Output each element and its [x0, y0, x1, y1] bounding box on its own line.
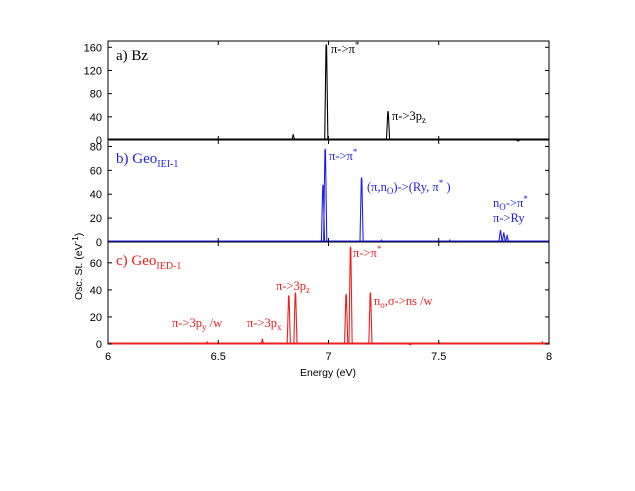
y-axis-title: Osc. St. (eV-1)	[71, 233, 85, 300]
annotation-c-pi-3py: π->3py /w	[172, 316, 222, 332]
panel-a-label: a) Bz	[116, 48, 148, 64]
panel-a-peak-3	[516, 138, 521, 142]
panel-b-peak-7	[504, 234, 510, 243]
panel-b-ytick-label-2: 40	[90, 189, 102, 201]
panel-c-ytick-label-2: 40	[90, 285, 102, 297]
panel-b-peak-1	[323, 148, 328, 243]
panel-b-peak-5	[498, 229, 503, 243]
panel-b-ytick-label-1: 20	[90, 213, 102, 225]
panel-b-ytick-label-0: 0	[96, 237, 102, 249]
panel-c-ytick-label-0: 0	[96, 339, 102, 351]
annotation-c-pi-3pz: π->3pz	[276, 279, 310, 295]
x-axis-title: Energy (eV)	[300, 367, 356, 379]
panel-c-peak-3	[293, 292, 298, 345]
panel-c-peak-2	[286, 295, 291, 345]
annotation-a-pi-3pz: π->3pz	[392, 109, 426, 125]
panel-c-peak-8	[540, 341, 545, 345]
panel-a-peak-2	[385, 110, 391, 141]
panel-a-ytick-label-4: 160	[84, 42, 102, 54]
annotation-a-pi-pistar: π->π*	[331, 40, 360, 56]
panel-a-ytick-label-0: 0	[96, 135, 102, 147]
panel-b-peak-6	[501, 232, 506, 243]
annotation-b-no-pistar: nO->π*	[493, 194, 528, 212]
x-tick-label-1: 6.5	[211, 351, 226, 363]
panel-c-ytick-label-1: 20	[90, 312, 102, 324]
panel-c-peak-1	[260, 338, 265, 345]
panel-c-peak-5	[348, 246, 353, 345]
panel-a-ytick-label-1: 40	[90, 112, 102, 124]
panel-b-ytick-label-3: 60	[90, 165, 102, 177]
panel-b-label: b) GeoIEI-1	[116, 151, 178, 170]
panel-a-ytick-label-3: 120	[84, 65, 102, 77]
panel-b-peak-2	[359, 177, 364, 243]
panel-c-peak-6	[368, 292, 373, 345]
annotation-c-no-sigma-ns: no,σ->ns /w	[374, 294, 433, 310]
x-tick-label-2: 7	[325, 351, 331, 363]
panel-c-ytick-label-3: 60	[90, 258, 102, 270]
panel-c-peak-4	[343, 293, 349, 345]
panel-c-peak-0	[205, 341, 210, 345]
panel-a-peak-0	[291, 134, 296, 141]
panel-a-peak-1	[324, 44, 329, 141]
annotation-b-pi-pistar: π->π*	[329, 147, 358, 163]
annotation-b-pi-ry: π->Ry	[493, 211, 525, 225]
x-tick-label-3: 7.5	[431, 351, 446, 363]
annotation-b-pino-ry: (π,nO)->(Ry, π* )	[367, 178, 451, 196]
panel-b-ytick-label-4: 80	[90, 141, 102, 153]
x-tick-label-4: 8	[546, 351, 552, 363]
panel-c-peak-7	[408, 342, 412, 346]
annotation-c-pi-pistar: π->π*	[353, 244, 382, 260]
x-tick-label-0: 6	[105, 351, 111, 363]
panel-c-label: c) GeoIED-1	[116, 253, 181, 272]
panel-a-ytick-label-2: 80	[90, 89, 102, 101]
annotation-c-pi-3px: π->3px	[247, 316, 282, 332]
